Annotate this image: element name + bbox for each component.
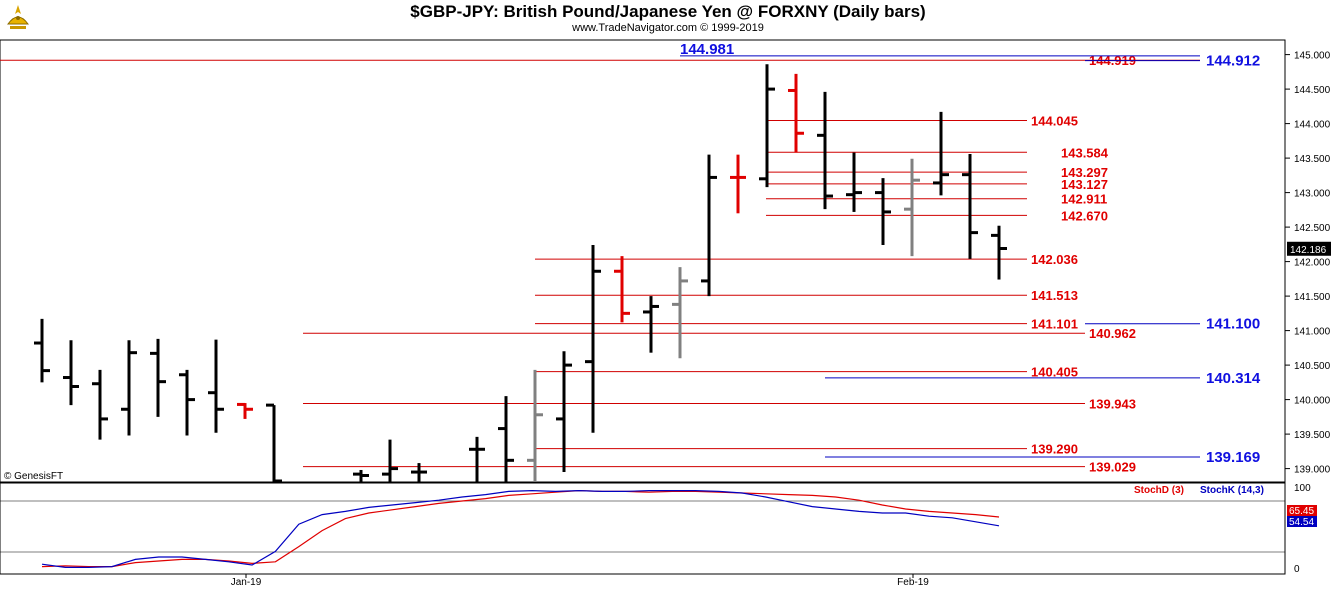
price-tick-label: 144.000 (1294, 120, 1331, 131)
price-tick-label: 140.500 (1294, 361, 1331, 372)
last-price-label: 142.186 (1290, 245, 1327, 256)
support-resistance-label: 140.405 (1031, 365, 1078, 380)
chart-subtitle: www.TradeNavigator.com © 1999-2019 (572, 22, 764, 34)
target-level-label: 144.981 (680, 41, 734, 58)
stochd-last-value: 65.45 (1289, 506, 1314, 517)
x-tick-label: Jan-19 (231, 577, 262, 588)
support-resistance-label: 139.029 (1089, 460, 1136, 475)
stochd-legend: StochD (3) (1134, 485, 1184, 496)
support-resistance-label: 143.584 (1061, 145, 1109, 160)
target-level-label: 139.169 (1206, 449, 1260, 466)
trade-navigator-logo (3, 2, 33, 32)
stochk-legend: StochK (14,3) (1200, 485, 1264, 496)
price-tick-label: 140.000 (1294, 396, 1331, 407)
support-resistance-label: 142.036 (1031, 252, 1078, 267)
stochd-line (41, 489, 1000, 568)
stochk-last-box (1287, 516, 1317, 527)
chart-title: $GBP-JPY: British Pound/Japanese Yen @ F… (410, 2, 926, 21)
stochk-last-value: 54.54 (1289, 517, 1314, 528)
price-tick-label: 143.000 (1294, 189, 1331, 200)
support-resistance-label: 142.911 (1061, 192, 1107, 207)
target-level-label: 144.912 (1206, 53, 1260, 70)
support-resistance-label: 141.101 (1031, 317, 1078, 332)
x-tick-label: Feb-19 (897, 577, 929, 588)
last-price-box (1287, 241, 1331, 256)
target-level-label: 140.314 (1206, 370, 1261, 387)
price-tick-label: 142.500 (1294, 223, 1331, 234)
price-tick-label: 145.000 (1294, 51, 1331, 62)
stoch-tick-label: 100 (1294, 483, 1311, 494)
price-tick-label: 139.000 (1294, 465, 1331, 476)
copyright-credit: © GenesisFT (4, 471, 63, 482)
support-resistance-label: 141.513 (1031, 288, 1078, 303)
price-tick-label: 139.500 (1294, 430, 1331, 441)
stoch-tick-label: 0 (1294, 564, 1300, 575)
target-level-label: 141.100 (1206, 316, 1260, 333)
price-tick-label: 142.000 (1294, 258, 1331, 269)
support-resistance-label: 144.045 (1031, 113, 1078, 128)
support-resistance-label: 139.943 (1089, 397, 1136, 412)
stochd-last-box (1287, 505, 1317, 516)
support-resistance-label: 139.290 (1031, 442, 1078, 457)
price-tick-label: 141.500 (1294, 292, 1331, 303)
stochk-line (41, 489, 1000, 569)
support-resistance-label: 140.962 (1089, 326, 1136, 341)
support-resistance-label: 143.297 (1061, 165, 1108, 180)
price-panel-frame (0, 39, 1286, 483)
price-tick-label: 144.500 (1294, 85, 1331, 96)
support-resistance-label: 143.127 (1061, 177, 1108, 192)
stoch-panel-frame (0, 482, 1286, 575)
support-resistance-label: 142.670 (1061, 208, 1108, 223)
price-tick-label: 141.000 (1294, 327, 1331, 338)
price-tick-label: 143.500 (1294, 154, 1331, 165)
